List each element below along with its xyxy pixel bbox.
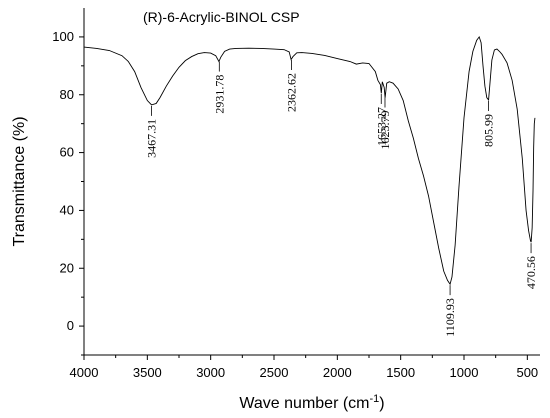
peak-label: 470.56 (524, 256, 538, 289)
y-tick-label: 100 (52, 29, 74, 44)
x-axis-label-close: ) (379, 395, 384, 412)
x-axis-label-main: Wave number (cm (239, 395, 369, 412)
spectrum-series-line (83, 35, 536, 286)
peak-label: 1653.27 (374, 107, 388, 146)
x-axis-label: Wave number (cm-1) (239, 393, 384, 412)
x-tick-label: 4000 (70, 365, 99, 380)
x-tick-label: 3500 (133, 365, 162, 380)
peak-label: 2362.62 (284, 73, 298, 112)
y-tick-label: 20 (60, 260, 74, 275)
x-axis-label-superscript: -1 (370, 393, 380, 405)
y-tick-label: 0 (67, 318, 74, 333)
x-tick-label: 3000 (196, 365, 225, 380)
x-tick-label: 2000 (323, 365, 352, 380)
x-tick-label: 1000 (450, 365, 479, 380)
x-tick-label: 500 (516, 365, 538, 380)
peak-label: 2931.78 (212, 75, 226, 114)
peak-label: 1623.79 (378, 110, 392, 149)
x-tick-label: 1500 (386, 365, 415, 380)
y-tick-label: 40 (60, 202, 74, 217)
peak-label: 3467.31 (144, 119, 158, 158)
y-axis-label: Transmittance (%) (11, 116, 28, 246)
x-tick-label: 2500 (260, 365, 289, 380)
chart-title: (R)-6-Acrylic-BINOL CSP (143, 9, 300, 25)
x-axis-ticks: 4000 3500 3000 2500 2000 1500 1000 500 (70, 355, 538, 380)
peak-label: 1109.93 (443, 298, 457, 337)
y-axis-ticks: 0 20 40 60 80 100 (52, 29, 84, 356)
y-tick-label: 80 (60, 87, 74, 102)
y-tick-label: 60 (60, 145, 74, 160)
peak-label: 805.99 (482, 114, 496, 147)
